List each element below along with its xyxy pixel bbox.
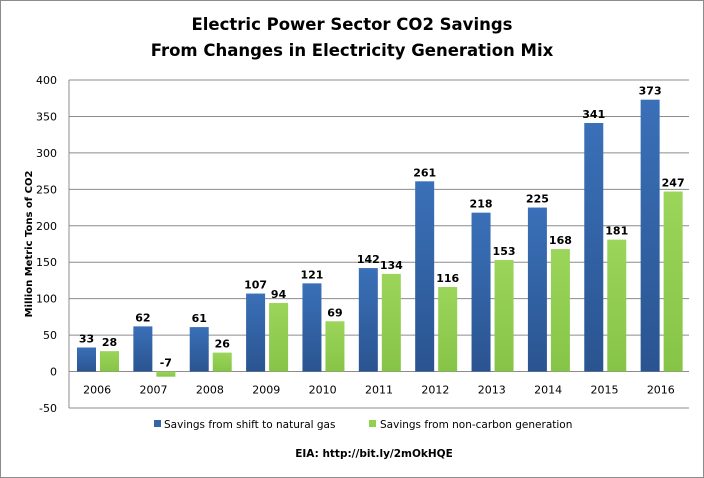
bar-natural-gas [527, 207, 547, 372]
y-tick-label: 350 [36, 110, 57, 123]
data-label: 94 [271, 288, 287, 301]
x-tick-label: 2014 [534, 384, 562, 397]
bar-natural-gas [415, 181, 435, 372]
bar-natural-gas [640, 99, 660, 372]
data-label: 62 [135, 311, 150, 324]
x-tick-label: 2006 [83, 384, 111, 397]
y-tick-label: 400 [36, 74, 57, 87]
y-tick-label: 300 [36, 147, 57, 160]
bar-natural-gas [189, 327, 209, 372]
bar-non-carbon [550, 249, 570, 372]
data-label: 181 [605, 225, 628, 238]
data-label: 26 [215, 338, 231, 351]
x-tick-label: 2011 [365, 384, 393, 397]
bar-non-carbon [494, 260, 514, 372]
x-tick-label: 2007 [140, 384, 168, 397]
bar-non-carbon [212, 352, 232, 372]
chart-title-line-2: From Changes in Electricity Generation M… [151, 41, 554, 60]
data-label: 69 [327, 306, 342, 319]
x-tick-label: 2012 [421, 384, 449, 397]
bar-non-carbon [269, 303, 289, 372]
bar-non-carbon [100, 351, 119, 372]
bar-natural-gas [584, 123, 604, 372]
bar-non-carbon [438, 287, 458, 372]
legend-swatch-non-carbon [369, 420, 376, 427]
data-label: 218 [470, 198, 493, 211]
data-label: 225 [526, 193, 549, 206]
data-label: 153 [493, 245, 516, 258]
y-tick-label: 150 [36, 256, 57, 269]
data-label: -7 [160, 357, 172, 370]
bar-natural-gas [133, 326, 153, 372]
bar-natural-gas [246, 293, 266, 372]
data-label: 261 [413, 166, 436, 179]
bar-non-carbon [156, 371, 176, 377]
source-note: EIA: http://bit.ly/2mOkHQE [295, 448, 453, 460]
data-label: 134 [380, 259, 403, 272]
x-tick-label: 2016 [647, 384, 675, 397]
bar-non-carbon [325, 321, 345, 372]
chart-title-line-1: Electric Power Sector CO2 Savings [192, 15, 513, 34]
data-label: 247 [662, 177, 685, 190]
data-label: 116 [436, 272, 459, 285]
data-label: 341 [582, 108, 605, 121]
y-tick-label: 200 [36, 220, 57, 233]
y-tick-label: 100 [36, 293, 57, 306]
x-tick-label: 2015 [590, 384, 618, 397]
y-tick-label: 250 [36, 183, 57, 196]
y-tick-label: 0 [50, 366, 57, 379]
y-tick-label: 50 [43, 329, 57, 342]
x-tick-label: 2008 [196, 384, 224, 397]
bar-non-carbon [663, 191, 683, 372]
x-tick-label: 2009 [252, 384, 280, 397]
data-label: 142 [357, 253, 380, 266]
y-tick-label: -50 [39, 402, 57, 415]
bar-natural-gas [77, 347, 96, 372]
x-tick-label: 2010 [309, 384, 337, 397]
data-label: 168 [549, 234, 572, 247]
y-axis-label: Million Metric Tons of CO2 [24, 171, 35, 318]
legend-label-natural-gas: Savings from shift to natural gas [164, 419, 335, 431]
data-label: 107 [244, 279, 267, 292]
x-tick-label: 2013 [478, 384, 506, 397]
legend-label-non-carbon: Savings from non-carbon generation [380, 419, 572, 431]
bar-non-carbon [607, 239, 627, 372]
bar-natural-gas [471, 212, 491, 372]
bar-non-carbon [381, 273, 401, 372]
legend-swatch-natural-gas [154, 420, 161, 427]
data-label: 33 [79, 333, 94, 346]
bar-natural-gas [358, 268, 378, 372]
data-label: 61 [192, 312, 207, 325]
data-label: 121 [300, 268, 323, 281]
data-label: 28 [102, 336, 117, 349]
data-label: 373 [639, 85, 662, 98]
bar-natural-gas [302, 283, 322, 372]
